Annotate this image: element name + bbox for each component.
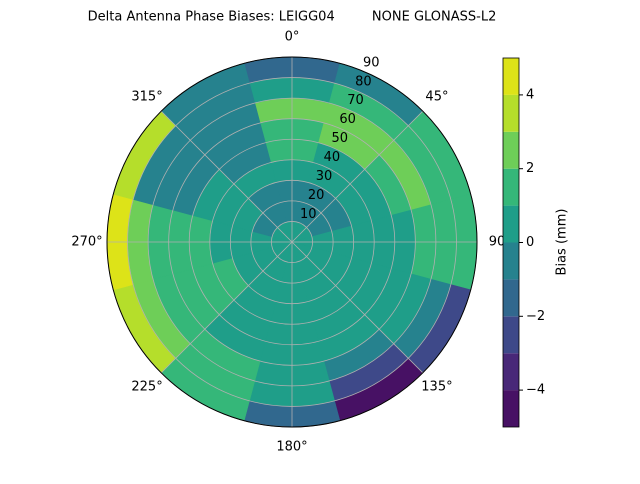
colorbar-tick-label: −4	[526, 383, 545, 398]
theta-tick-label: 0°	[285, 30, 300, 45]
theta-tick-label: 180°	[276, 440, 307, 455]
r-tick-label: 30	[316, 169, 333, 184]
theta-tick-label: 135°	[421, 379, 452, 394]
colorbar-band	[503, 58, 519, 95]
r-tick-label: 70	[347, 93, 364, 108]
r-tick-label: 20	[308, 188, 325, 203]
colorbar-band	[503, 242, 519, 280]
angular-grid	[160, 110, 293, 243]
theta-tick-label: 45°	[425, 90, 448, 105]
colorbar-band	[503, 94, 519, 132]
r-tick-label: 40	[324, 150, 341, 165]
r-tick-label: 10	[300, 207, 317, 222]
colorbar-band	[503, 353, 519, 391]
colorbar-tick-label: 4	[526, 87, 534, 102]
colorbar-band	[503, 279, 519, 317]
colorbar-band	[503, 131, 519, 169]
plot-frame	[106, 56, 478, 428]
r-tick-label: 80	[355, 74, 372, 89]
colorbar-band	[503, 168, 519, 206]
theta-tick-label: 90	[489, 235, 506, 250]
colorbar-tick-label: 0	[526, 235, 534, 250]
theta-tick-label: 270°	[71, 235, 102, 250]
r-tick-label: 50	[332, 131, 349, 146]
angular-grid	[160, 241, 293, 374]
chart-title: Delta Antenna Phase Biases: LEIGG04 NONE…	[88, 10, 497, 25]
colorbar-tick-label: −2	[526, 309, 545, 324]
angular-grid	[291, 241, 424, 374]
colorbar-band	[503, 205, 519, 243]
angular-grid	[291, 110, 424, 243]
colorbar-band	[503, 390, 519, 427]
r-tick-label: 90	[363, 55, 380, 70]
colorbar-label: Bias (mm)	[555, 209, 570, 276]
colorbar-band	[503, 316, 519, 354]
r-tick-label: 60	[339, 112, 356, 127]
theta-tick-label: 315°	[131, 90, 162, 105]
colorbar-tick-label: 2	[526, 161, 534, 176]
theta-tick-label: 225°	[131, 379, 162, 394]
